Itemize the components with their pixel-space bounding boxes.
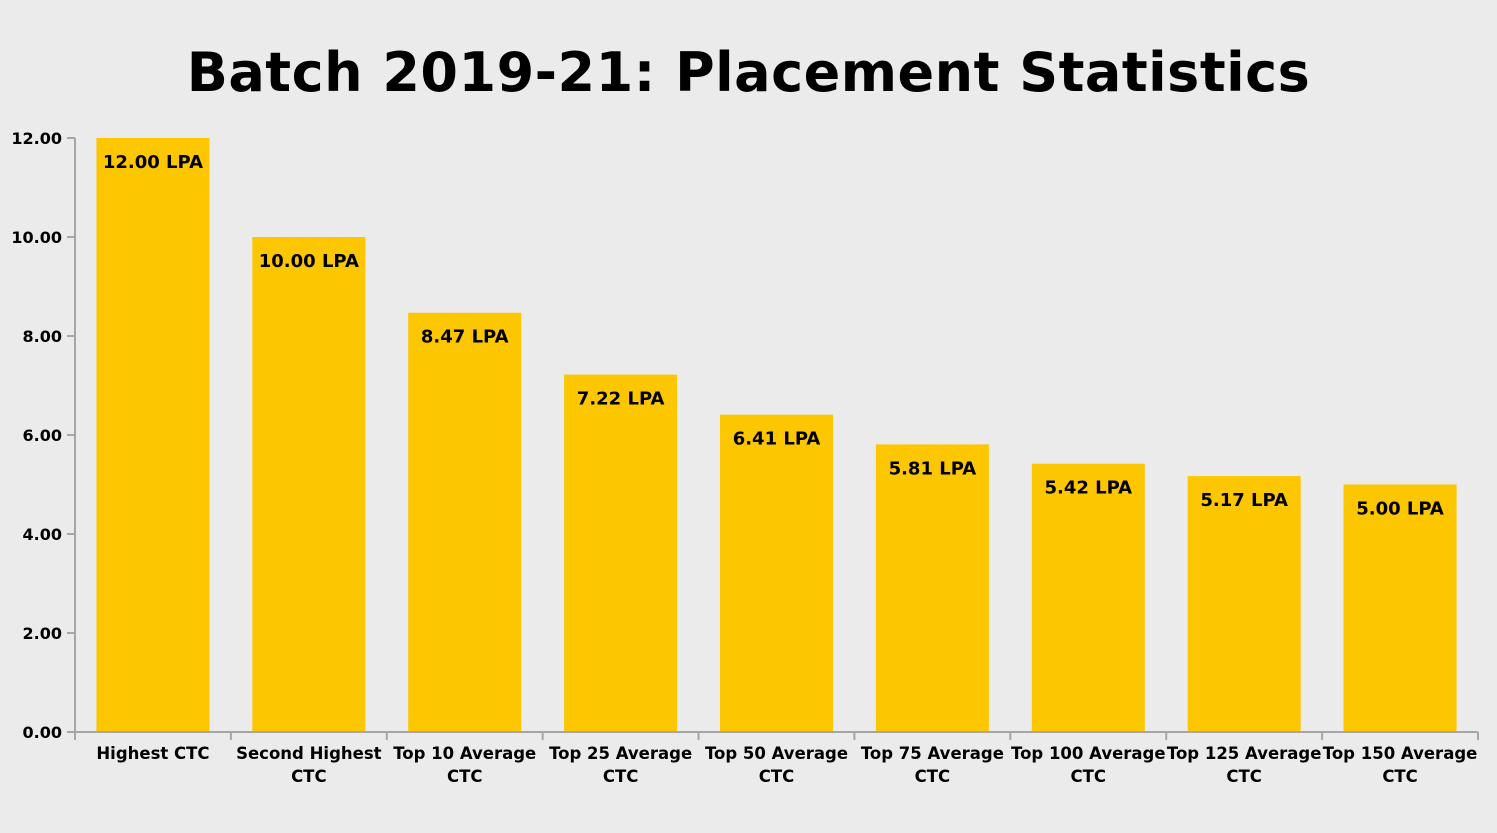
labels-layer: 12.00 LPA Highest CTC 10.00 LPA Second High… — [11, 129, 1477, 786]
bar-9 — [1343, 484, 1457, 732]
bars-layer — [96, 138, 1457, 732]
bar-2 — [252, 237, 366, 732]
category-label-line: Top 100 Average — [1011, 744, 1166, 763]
data-label-5: 6.41 LPA — [733, 429, 821, 450]
category-label-line: CTC — [759, 767, 794, 786]
y-tick-label: 4.00 — [23, 525, 62, 544]
data-label-3: 8.47 LPA — [421, 327, 509, 348]
category-label-line: CTC — [447, 767, 482, 786]
category-label-3: Top 10 Average CTC — [393, 744, 536, 786]
data-label-4: 7.22 LPA — [577, 389, 665, 410]
bar-1 — [96, 138, 210, 732]
data-label-6: 5.81 LPA — [889, 458, 977, 479]
data-label-2: 10.00 LPA — [259, 251, 359, 272]
category-label-line: Top 75 Average — [861, 744, 1004, 763]
bar-8 — [1187, 476, 1301, 732]
bar-4 — [564, 374, 678, 732]
bar-6 — [875, 444, 989, 732]
bar-5 — [720, 414, 833, 732]
category-label-line: Top 25 Average — [549, 744, 692, 763]
category-label-2: Second Highest CTC — [236, 744, 382, 786]
category-label-8: Top 125 Average CTC — [1167, 744, 1322, 786]
category-label-6: Top 75 Average CTC — [861, 744, 1004, 786]
category-label-line: Top 50 Average — [705, 744, 848, 763]
y-tick-label: 10.00 — [11, 228, 62, 247]
category-label-line: CTC — [1382, 767, 1417, 786]
category-label-line: CTC — [603, 767, 638, 786]
category-label-line: Top 150 Average — [1323, 744, 1478, 763]
y-tick-label: 6.00 — [23, 426, 62, 445]
data-label-1: 12.00 LPA — [103, 152, 203, 173]
category-label-line: Second Highest — [236, 744, 382, 763]
data-label-7: 5.42 LPA — [1044, 478, 1132, 499]
category-label-line: Top 10 Average — [393, 744, 536, 763]
bar-3 — [408, 312, 522, 732]
category-label-line: CTC — [1226, 767, 1261, 786]
axes-layer — [67, 137, 1479, 740]
category-label-line: Top 125 Average — [1167, 744, 1322, 763]
category-label-4: Top 25 Average CTC — [549, 744, 692, 786]
category-label-line: CTC — [915, 767, 950, 786]
category-label-5: Top 50 Average CTC — [705, 744, 848, 786]
category-label-line: CTC — [1071, 767, 1106, 786]
data-label-9: 5.00 LPA — [1356, 499, 1444, 520]
category-label-line: Highest CTC — [96, 744, 209, 763]
y-tick-label: 0.00 — [23, 723, 62, 742]
category-label-9: Top 150 Average CTC — [1323, 744, 1478, 786]
y-tick-label: 12.00 — [11, 129, 62, 148]
category-label-line: CTC — [291, 767, 326, 786]
data-label-8: 5.17 LPA — [1200, 490, 1288, 511]
y-tick-label: 8.00 — [23, 327, 62, 346]
y-tick-label: 2.00 — [23, 624, 62, 643]
category-label-1: Highest CTC — [96, 744, 209, 763]
chart-title: Batch 2019-21: Placement Statistics — [186, 41, 1311, 104]
bar-7 — [1031, 463, 1145, 732]
category-label-7: Top 100 Average CTC — [1011, 744, 1166, 786]
